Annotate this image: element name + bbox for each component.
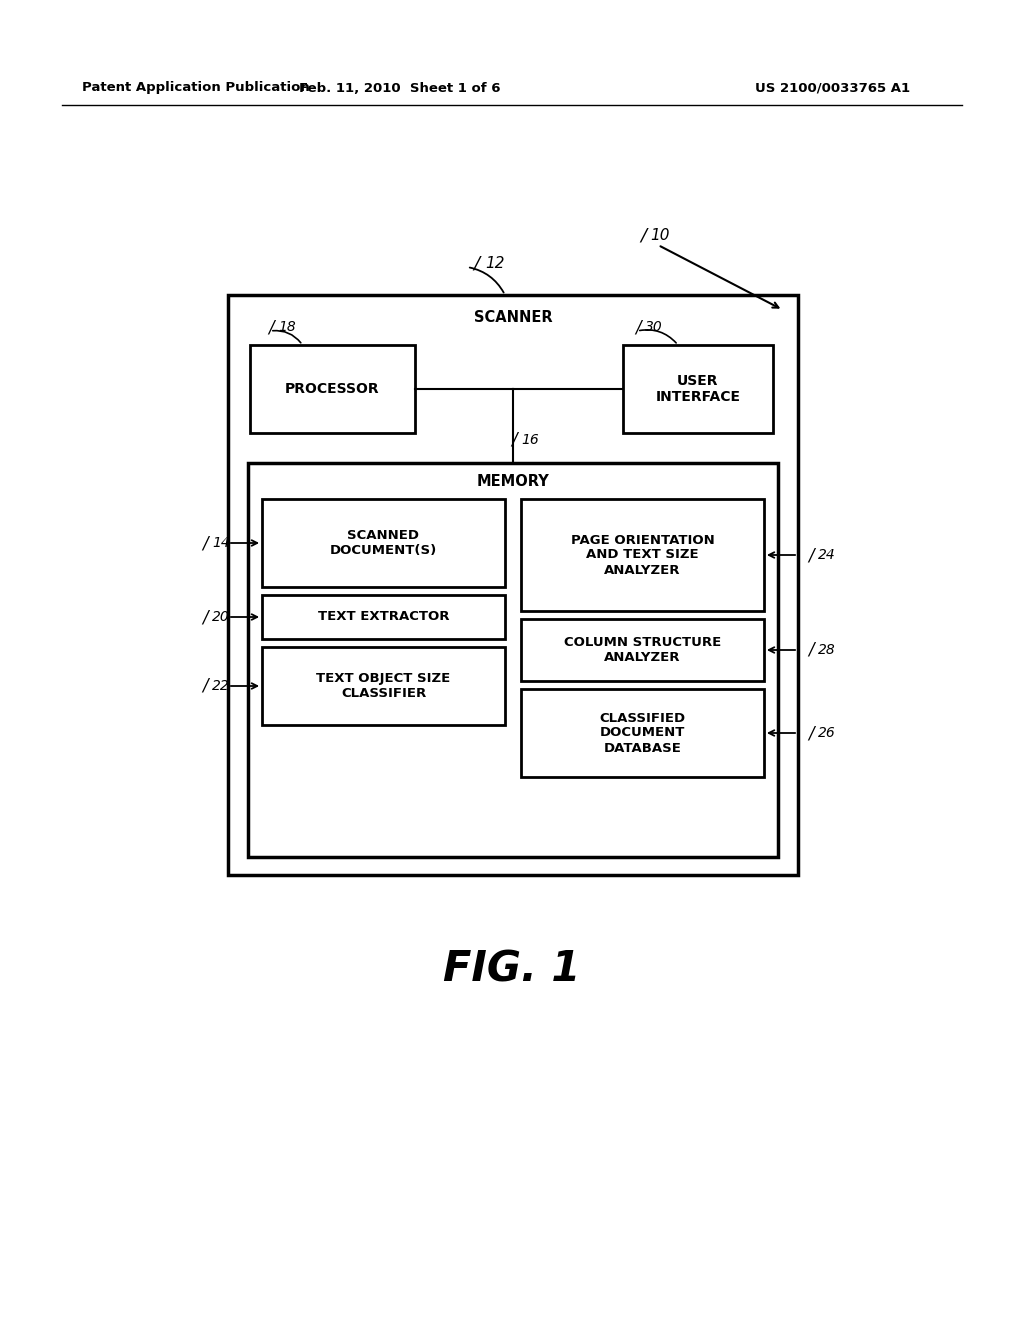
Text: 30: 30: [645, 319, 663, 334]
Bar: [250, 345, 415, 433]
Bar: [521, 689, 764, 777]
Bar: [521, 499, 764, 611]
Text: /: /: [203, 677, 208, 696]
Text: SCANNER: SCANNER: [474, 309, 552, 325]
Text: Patent Application Publication: Patent Application Publication: [82, 82, 309, 95]
Text: US 2100/0033765 A1: US 2100/0033765 A1: [755, 82, 910, 95]
Text: USER
INTERFACE: USER INTERFACE: [655, 374, 740, 404]
Text: /: /: [635, 318, 641, 337]
Text: 20: 20: [212, 610, 229, 624]
Text: SCANNED
DOCUMENT(S): SCANNED DOCUMENT(S): [330, 529, 437, 557]
Text: /: /: [268, 318, 274, 337]
Text: 14: 14: [212, 536, 229, 550]
Bar: [248, 463, 778, 857]
Text: /: /: [808, 546, 814, 564]
Bar: [262, 595, 505, 639]
Text: 26: 26: [818, 726, 836, 741]
Bar: [521, 619, 764, 681]
Text: COLUMN STRUCTURE
ANALYZER: COLUMN STRUCTURE ANALYZER: [564, 636, 721, 664]
Text: TEXT OBJECT SIZE
CLASSIFIER: TEXT OBJECT SIZE CLASSIFIER: [316, 672, 451, 700]
Text: 24: 24: [818, 548, 836, 562]
Text: 28: 28: [818, 643, 836, 657]
Text: /: /: [203, 535, 208, 552]
Text: /: /: [203, 609, 208, 626]
Bar: [262, 499, 505, 587]
Text: Feb. 11, 2010  Sheet 1 of 6: Feb. 11, 2010 Sheet 1 of 6: [299, 82, 501, 95]
Text: PROCESSOR: PROCESSOR: [286, 381, 380, 396]
Bar: [228, 294, 798, 875]
Text: 18: 18: [278, 319, 296, 334]
Text: /: /: [808, 642, 814, 659]
Text: 12: 12: [485, 256, 505, 271]
Text: /: /: [473, 253, 479, 272]
Text: MEMORY: MEMORY: [476, 474, 549, 488]
Bar: [623, 345, 773, 433]
Text: CLASSIFIED
DOCUMENT
DATABASE: CLASSIFIED DOCUMENT DATABASE: [599, 711, 685, 755]
Bar: [262, 647, 505, 725]
Text: 22: 22: [212, 678, 229, 693]
Text: /: /: [640, 226, 646, 244]
Text: 16: 16: [521, 433, 539, 447]
Text: PAGE ORIENTATION
AND TEXT SIZE
ANALYZER: PAGE ORIENTATION AND TEXT SIZE ANALYZER: [570, 533, 715, 577]
Text: 10: 10: [650, 227, 670, 243]
Text: TEXT EXTRACTOR: TEXT EXTRACTOR: [317, 610, 450, 623]
Text: FIG. 1: FIG. 1: [443, 949, 581, 991]
Text: /: /: [511, 432, 517, 449]
Text: /: /: [808, 723, 814, 742]
